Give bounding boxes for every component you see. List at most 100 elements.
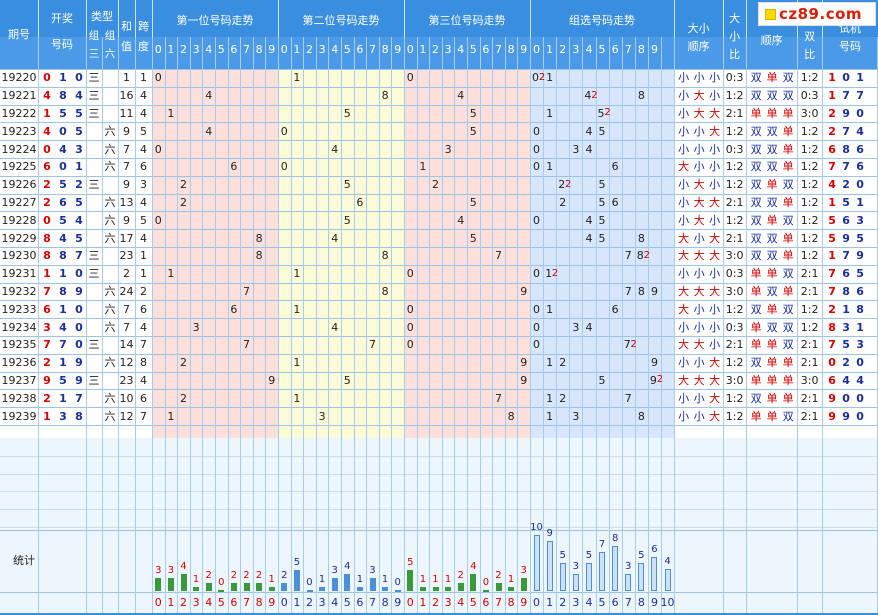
row-size: 小	[693, 160, 705, 174]
row-draw-digit: 5	[75, 231, 83, 245]
stat-digit: 5	[598, 596, 606, 609]
row-sum: 10	[119, 391, 134, 405]
row-group-digit: 8	[636, 249, 644, 263]
row-draw-digit: 9	[75, 284, 83, 298]
row-type-g3: 三	[88, 178, 100, 192]
row-pos3-digit: 7	[494, 391, 502, 405]
row-group-digit: 7	[623, 338, 631, 352]
row-period: 19220	[1, 71, 37, 85]
row-pos3-digit: 5	[469, 231, 477, 245]
stat-digit: 8	[255, 596, 263, 609]
row-sum: 14	[119, 338, 134, 352]
row-group-digit: 5	[598, 195, 606, 209]
row-parity-ratio: 1:2	[800, 160, 819, 174]
row-line	[0, 530, 878, 531]
row-group-digit: 0	[533, 160, 541, 174]
row-group-digit: 2	[559, 356, 567, 370]
row-size: 大	[678, 373, 690, 387]
col-line	[404, 0, 405, 37]
row-parity: 双	[766, 284, 778, 298]
row-size-ratio: 3:0	[725, 373, 744, 387]
row-pos2-digit: 0	[280, 124, 288, 138]
row-pos2-digit: 6	[356, 195, 364, 209]
row-span: 5	[140, 124, 147, 138]
stat-bar	[180, 574, 187, 591]
row-pos2-digit: 1	[293, 71, 301, 85]
row-parity-ratio: 1:2	[800, 71, 819, 85]
stat-digit: 6	[611, 596, 619, 609]
col-line	[391, 37, 392, 613]
row-sum: 12	[119, 356, 134, 370]
header-digit: 2	[431, 42, 439, 56]
row-line	[0, 425, 878, 426]
stat-bar	[651, 557, 658, 591]
stat-digit: 9	[650, 596, 658, 609]
header-digit: 8	[507, 42, 515, 56]
stat-value: 3	[369, 565, 376, 577]
row-parity: 单	[750, 338, 762, 352]
row-parity: 单	[782, 284, 794, 298]
row-parity: 双	[782, 302, 794, 316]
row-line	[0, 318, 878, 320]
row-pos1-digit: 1	[167, 267, 175, 281]
row-parity-ratio: 2:1	[800, 267, 819, 281]
row-size: 大	[678, 302, 690, 316]
row-size: 大	[693, 195, 705, 209]
stat-bar	[508, 586, 515, 591]
stat-value: 1	[192, 573, 200, 585]
row-trial-digit: 6	[842, 213, 850, 227]
row-draw-digit: 7	[43, 284, 51, 298]
row-type-g3: 三	[88, 267, 100, 281]
logo-text: cz89.com	[779, 5, 863, 23]
stat-bar	[344, 574, 351, 591]
row-trial-digit: 2	[828, 106, 836, 120]
row-trial-digit: 0	[856, 106, 864, 120]
row-trial-digit: 5	[842, 195, 850, 209]
row-size: 大	[709, 284, 721, 298]
row-trial-digit: 3	[856, 338, 864, 352]
row-parity-ratio: 1:2	[800, 231, 819, 245]
row-size-ratio: 2:1	[725, 338, 744, 352]
stat-value: 4	[470, 561, 477, 573]
col-line	[177, 37, 178, 613]
row-group-digit: 0	[533, 213, 541, 227]
row-size-ratio: 2:1	[725, 195, 744, 209]
row-size-ratio: 1:2	[725, 89, 744, 103]
header-size-order: 顺序	[687, 39, 710, 53]
stat-bar	[293, 570, 300, 591]
header-digit: 9	[268, 42, 276, 56]
row-group-digit: 1	[546, 391, 554, 405]
row-size: 小	[693, 356, 705, 370]
row-pos3-digit: 0	[406, 267, 414, 281]
row-period: 19233	[1, 302, 37, 316]
row-size-ratio: 0:3	[725, 320, 744, 334]
col-line	[240, 37, 241, 613]
col-line	[797, 37, 798, 613]
stat-digit: 7	[624, 596, 632, 609]
row-parity: 双	[782, 338, 794, 352]
col-line	[723, 37, 724, 613]
row-size-ratio: 0:3	[725, 71, 744, 85]
stat-digit: 2	[305, 596, 313, 609]
row-span: 2	[140, 284, 147, 298]
header-size-ratio: 小	[729, 29, 741, 43]
header-digit: 7	[368, 42, 376, 56]
row-parity: 双	[766, 160, 778, 174]
header-digit: 5	[217, 42, 225, 56]
row-sum: 7	[123, 302, 130, 316]
row-size: 小	[693, 231, 705, 245]
header-digit: 1	[167, 42, 175, 56]
row-pos3-digit: 4	[457, 89, 465, 103]
site-logo[interactable]: cz89.com	[758, 2, 876, 26]
row-type-g3: 三	[88, 338, 100, 352]
row-draw-digit: 4	[43, 124, 51, 138]
row-trial-digit: 5	[842, 338, 850, 352]
stat-value: 0	[306, 577, 313, 588]
row-period: 19230	[1, 249, 37, 263]
col-line	[530, 0, 531, 37]
header-digit: 5	[598, 42, 606, 56]
row-parity: 单	[766, 302, 778, 316]
row-parity: 单	[766, 267, 778, 281]
row-size-ratio: 1:2	[725, 213, 744, 227]
row-sum: 7	[123, 160, 130, 174]
